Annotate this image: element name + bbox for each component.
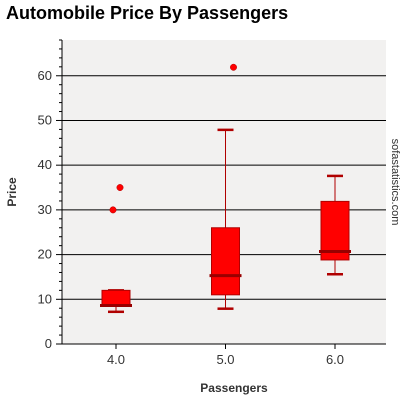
box-5.0 xyxy=(209,63,242,310)
x-tick-label-6.0: 6.0 xyxy=(326,352,344,367)
y-tick-label-30: 30 xyxy=(38,202,52,217)
box-series xyxy=(100,63,351,314)
outlier-point xyxy=(230,63,237,71)
y-tick-label-50: 50 xyxy=(38,112,52,127)
outlier-point xyxy=(116,184,124,191)
chart-title: Automobile Price By Passengers xyxy=(6,3,289,23)
y-tick-label-60: 60 xyxy=(38,68,52,83)
outlier-point xyxy=(109,206,117,214)
y-tick-label-10: 10 xyxy=(38,291,52,306)
axes: 0 10 20 30 40 50 60 4.0 5.0 6.0 xyxy=(38,39,386,367)
y-axis-label: Price xyxy=(5,177,19,207)
box-iqr xyxy=(211,227,240,296)
x-tick-label-4.0: 4.0 xyxy=(107,352,125,367)
x-axis-label: Passengers xyxy=(200,381,268,395)
watermark-text: sofastatistics.com xyxy=(389,139,401,226)
box-4.0 xyxy=(100,184,132,314)
y-tick-label-40: 40 xyxy=(38,157,52,172)
y-tick-label-20: 20 xyxy=(38,247,52,262)
box-6.0 xyxy=(319,174,351,276)
box-iqr xyxy=(101,289,131,307)
x-tick-label-5.0: 5.0 xyxy=(216,352,234,367)
y-tick-label-0: 0 xyxy=(45,336,52,351)
